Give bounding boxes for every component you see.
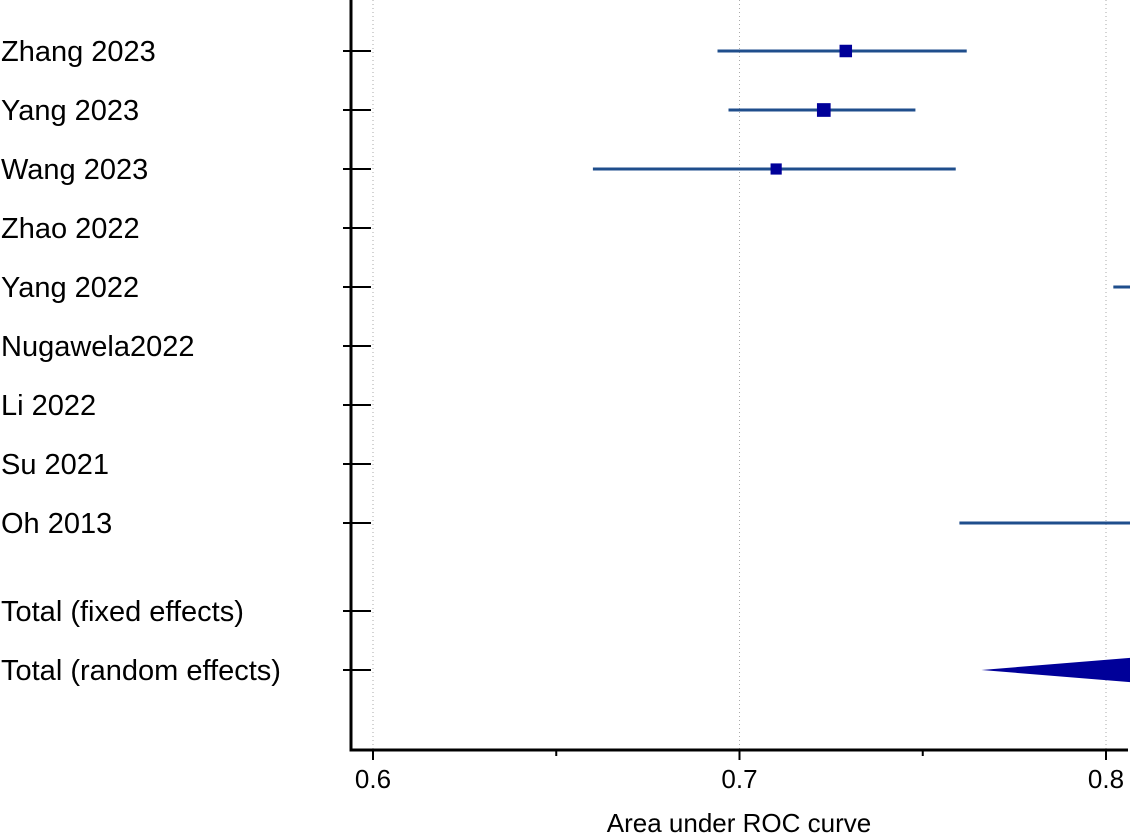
total-row: Total (fixed effects)	[1, 596, 371, 628]
study-row: Yang 2022	[1, 272, 1130, 304]
x-tick-label-0: 0.6	[355, 764, 391, 794]
study-row: Zhang 2023	[1, 36, 967, 68]
study-row: Yang 2023	[1, 95, 916, 127]
study-label: Zhao 2022	[1, 213, 140, 245]
x-tick-label-1: 0.7	[721, 764, 757, 794]
axes: 0.60.70.80.91.0	[349, 0, 1128, 794]
total-label: Total (fixed effects)	[1, 596, 244, 628]
point-estimate-square	[770, 163, 782, 175]
pooled-diamond	[981, 657, 1130, 683]
study-label: Su 2021	[1, 449, 109, 481]
study-label: Oh 2013	[1, 508, 112, 540]
study-row: Nugawela2022	[1, 331, 371, 363]
study-label: Wang 2023	[1, 154, 148, 186]
study-row: Su 2021	[1, 449, 371, 481]
study-label: Nugawela2022	[1, 331, 194, 363]
study-rows: Zhang 2023 Yang 2023 Wang 2023 Zhao 2022 Yan…	[1, 36, 1130, 687]
gridlines	[372, 0, 1107, 750]
study-row: Zhao 2022	[1, 213, 371, 245]
x-axis-title: Area under ROC curve	[607, 808, 871, 836]
study-row: Oh 2013	[1, 508, 1130, 540]
study-row: Li 2022	[1, 390, 371, 422]
point-estimate-square	[816, 103, 831, 117]
study-label: Yang 2022	[1, 272, 139, 304]
total-label: Total (random effects)	[1, 655, 281, 687]
study-label: Yang 2023	[1, 95, 139, 127]
x-tick-label-2: 0.8	[1088, 764, 1124, 794]
study-label: Li 2022	[1, 390, 96, 422]
total-row: Total (random effects)	[1, 655, 1130, 687]
point-estimate-square	[839, 44, 853, 58]
study-label: Zhang 2023	[1, 36, 156, 68]
study-row: Wang 2023	[1, 154, 956, 186]
